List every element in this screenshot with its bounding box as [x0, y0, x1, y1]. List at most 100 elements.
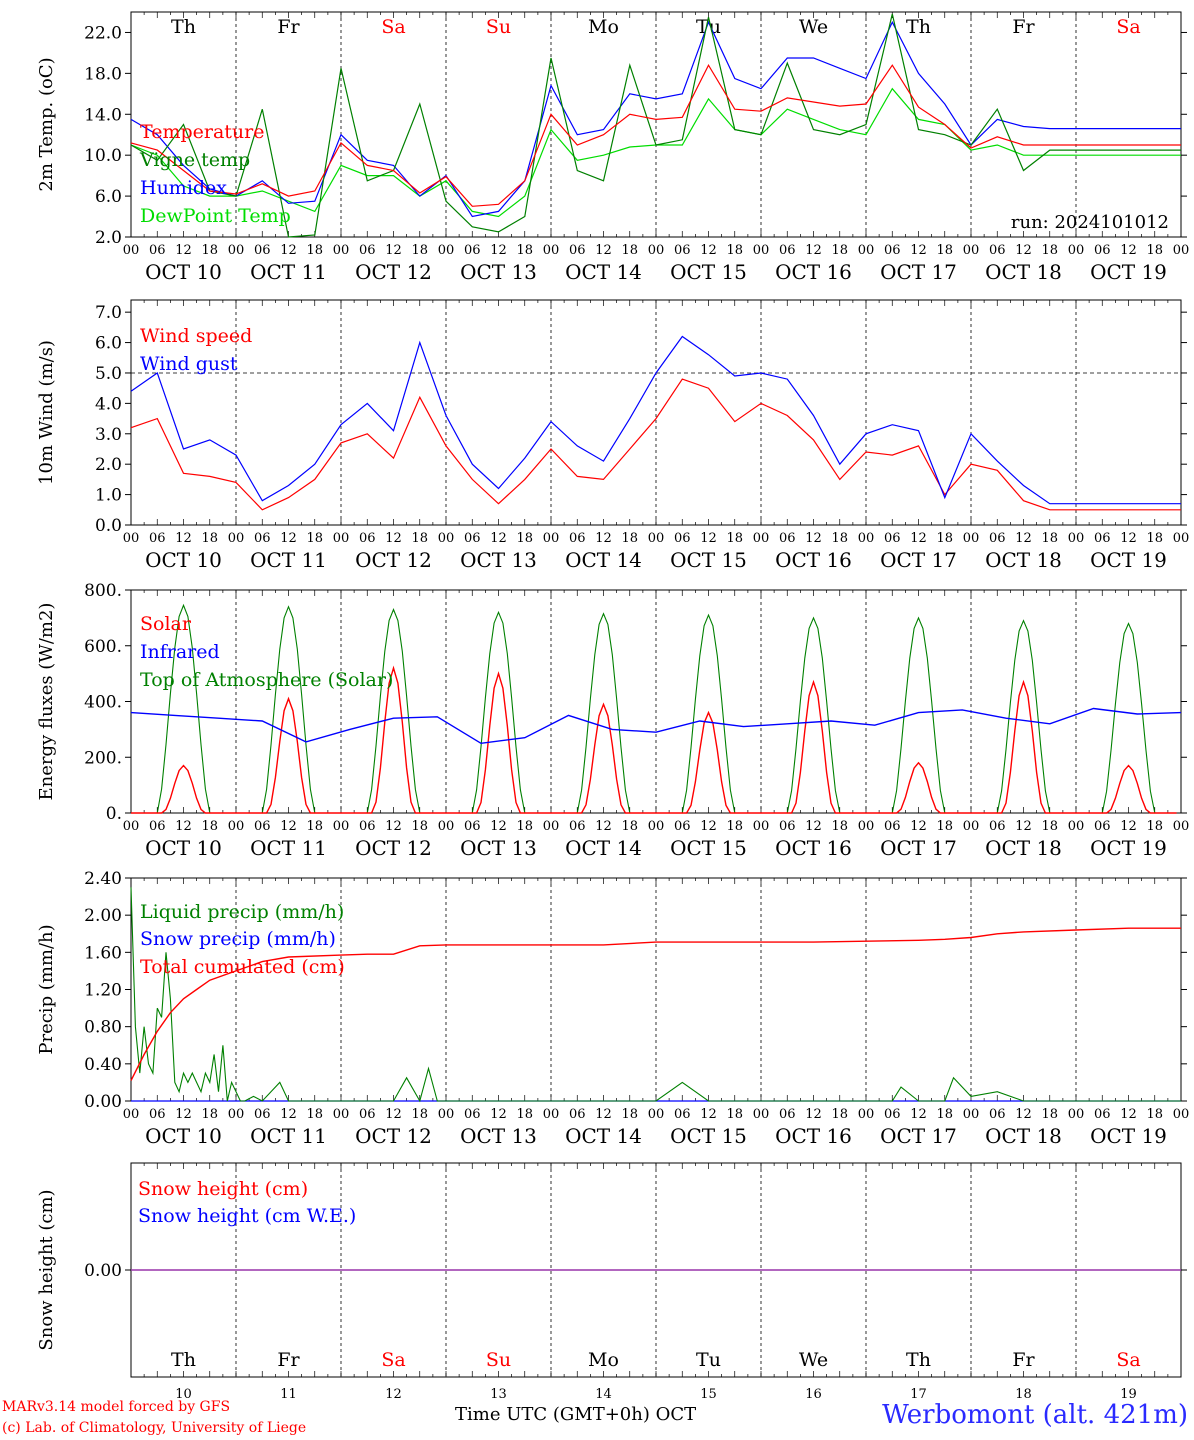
- date-label: OCT 10: [145, 548, 222, 572]
- hour-tick-label: 18: [306, 1107, 323, 1122]
- day-abbr-label: Sa: [1116, 16, 1140, 38]
- hour-tick-label: 00: [1068, 819, 1085, 834]
- hour-tick-label: 18: [936, 243, 953, 258]
- y-tick-label: 5.0: [95, 364, 122, 384]
- hour-tick-label: 12: [910, 531, 927, 546]
- hour-tick-label: 06: [149, 1107, 166, 1122]
- legend-snow-height-cm-w-e-: Snow height (cm W.E.): [138, 1205, 356, 1227]
- y-tick-label: 14.0: [84, 105, 122, 125]
- y-tick-label: 7.0: [95, 303, 122, 323]
- hour-tick-label: 12: [1120, 243, 1137, 258]
- hour-tick-label: 12: [385, 243, 402, 258]
- hour-tick-label: 12: [595, 531, 612, 546]
- y-tick-label: 0.80: [84, 1018, 122, 1038]
- hour-tick-label: 18: [516, 819, 533, 834]
- hour-tick-label: 00: [543, 819, 560, 834]
- y-tick-label: 22.0: [84, 23, 122, 43]
- hour-tick-label: 06: [989, 531, 1006, 546]
- hour-tick-label: 18: [306, 243, 323, 258]
- date-label: OCT 18: [985, 836, 1062, 860]
- hour-tick-label: 06: [1094, 1107, 1111, 1122]
- hour-tick-label: 00: [228, 1107, 245, 1122]
- hour-tick-label: 18: [1146, 531, 1163, 546]
- day-number-label: 11: [280, 1387, 297, 1402]
- y-tick-label: 800.: [84, 581, 122, 601]
- date-label: OCT 11: [250, 548, 327, 572]
- hour-tick-label: 00: [963, 1107, 980, 1122]
- day-number-label: 13: [490, 1387, 507, 1402]
- day-number-label: 18: [1015, 1387, 1032, 1402]
- hour-tick-label: 12: [175, 819, 192, 834]
- date-label: OCT 17: [880, 548, 957, 572]
- hour-tick-label: 12: [1015, 819, 1032, 834]
- hour-tick-label: 00: [963, 819, 980, 834]
- hour-tick-label: 06: [359, 819, 376, 834]
- hour-tick-label: 12: [700, 531, 717, 546]
- hour-tick-label: 06: [674, 819, 691, 834]
- hour-tick-label: 00: [963, 243, 980, 258]
- series-wind-speed: [130, 378, 1181, 511]
- day-abbr-label: Th: [906, 16, 931, 38]
- hour-tick-label: 06: [254, 1107, 271, 1122]
- date-label: OCT 19: [1090, 260, 1167, 284]
- date-label: OCT 13: [460, 260, 537, 284]
- series-top-of-atmosphere: [131, 603, 1177, 814]
- hour-tick-label: 12: [280, 531, 297, 546]
- hour-tick-label: 18: [516, 1107, 533, 1122]
- series-vigne-temp: [130, 13, 1181, 238]
- day-number-label: 14: [595, 1387, 612, 1402]
- hour-tick-label: 18: [516, 531, 533, 546]
- date-label: OCT 12: [355, 1124, 432, 1148]
- legend-wind-gust: Wind gust: [140, 353, 238, 375]
- hour-tick-label: 18: [936, 819, 953, 834]
- hour-tick-label: 00: [1173, 243, 1190, 258]
- legend-snow-height-cm-: Snow height (cm): [138, 1178, 308, 1200]
- date-label: OCT 13: [460, 1124, 537, 1148]
- hour-tick-label: 12: [700, 243, 717, 258]
- day-number-label: 12: [385, 1387, 402, 1402]
- hour-tick-label: 00: [648, 1107, 665, 1122]
- credit-line-1: MARv3.14 model forced by GFS: [2, 1399, 231, 1415]
- date-label: OCT 16: [775, 548, 852, 572]
- hour-tick-label: 18: [831, 243, 848, 258]
- hour-tick-label: 12: [595, 819, 612, 834]
- y-tick-label: 2.00: [84, 906, 122, 926]
- hour-tick-label: 00: [228, 819, 245, 834]
- hour-tick-label: 18: [621, 531, 638, 546]
- legend-infrared: Infrared: [140, 641, 220, 663]
- hour-tick-label: 00: [858, 1107, 875, 1122]
- hour-tick-label: 06: [1094, 819, 1111, 834]
- hour-tick-label: 00: [753, 243, 770, 258]
- hour-tick-label: 06: [779, 531, 796, 546]
- hour-tick-label: 12: [1015, 243, 1032, 258]
- hour-tick-label: 00: [438, 531, 455, 546]
- y-tick-label: 0.40: [84, 1055, 122, 1075]
- hour-tick-label: 00: [753, 1107, 770, 1122]
- hour-tick-label: 18: [1146, 243, 1163, 258]
- day-abbr-label: Sa: [381, 16, 405, 38]
- hour-tick-label: 18: [831, 531, 848, 546]
- hour-tick-label: 06: [989, 243, 1006, 258]
- hour-tick-label: 00: [438, 243, 455, 258]
- date-label: OCT 18: [985, 260, 1062, 284]
- date-label: OCT 12: [355, 836, 432, 860]
- day-number-label: 15: [700, 1387, 717, 1402]
- y-tick-label: 10.0: [84, 146, 122, 166]
- hour-tick-label: 18: [201, 243, 218, 258]
- hour-tick-label: 18: [201, 1107, 218, 1122]
- date-label: OCT 14: [565, 548, 642, 572]
- hour-tick-label: 18: [831, 819, 848, 834]
- time-axis-text: Time UTC (GMT+0h): [455, 1404, 650, 1425]
- date-label: OCT 10: [145, 836, 222, 860]
- hour-tick-label: 12: [805, 243, 822, 258]
- hour-tick-label: 18: [621, 1107, 638, 1122]
- series-humidex: [130, 20, 1181, 218]
- day-abbr-label: Fr: [277, 16, 300, 38]
- hour-tick-label: 12: [490, 531, 507, 546]
- legend-top-of-atmosphere-solar-: Top of Atmosphere (Solar): [140, 669, 393, 691]
- y-axis-label: Precip (mm/h): [36, 924, 57, 1054]
- hour-tick-label: 06: [1094, 531, 1111, 546]
- hour-tick-label: 18: [726, 243, 743, 258]
- hour-tick-label: 06: [779, 1107, 796, 1122]
- legend-snow-precip-mm-h-: Snow precip (mm/h): [140, 928, 336, 950]
